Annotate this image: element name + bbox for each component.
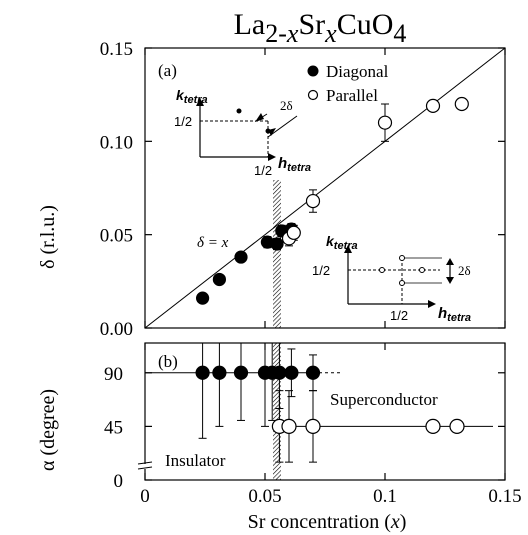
- a-point-diagonal-0: [196, 291, 210, 305]
- panel-a-y-ticks: 0.00 0.05 0.10 0.15: [100, 39, 505, 340]
- legend-marker-diagonal: [307, 65, 319, 77]
- a-point-parallel-2: [305, 193, 321, 209]
- legend: Diagonal Parallel: [307, 62, 389, 105]
- svg-text:1/2: 1/2: [174, 114, 192, 129]
- region-label-insulator: Insulator: [165, 451, 226, 470]
- panel-a-ylabel: δ (r.l.u.): [37, 205, 59, 269]
- b-point-parallel-4: [449, 418, 465, 434]
- svg-text:2δ: 2δ: [458, 263, 471, 278]
- x-tick-label-2: 0.1: [373, 486, 397, 507]
- chart-title: La2-xSrxCuO4: [234, 8, 407, 48]
- svg-text:1/2: 1/2: [254, 163, 272, 178]
- panel-a-hatched-boundary: [273, 180, 281, 328]
- panel-b-hatched-boundary: [273, 343, 281, 480]
- b-point-parallel-3: [425, 418, 441, 434]
- panel-a-frame: [144, 47, 506, 329]
- panel-b-series-lines: [145, 372, 493, 427]
- svg-text:htetra: htetra: [278, 155, 311, 174]
- legend-label-diagonal: Diagonal: [326, 62, 389, 81]
- panel-b-label: (b): [158, 352, 178, 371]
- x-axis-label: Sr concentration (x): [248, 511, 407, 533]
- svg-text:1/2: 1/2: [390, 308, 408, 323]
- hatched-boundary-a: [273, 180, 281, 328]
- panel-b-frame: [144, 342, 506, 481]
- b-point-parallel-1: [281, 418, 297, 434]
- b-point-diagonal-6: [284, 365, 299, 380]
- a-point-parallel-5: [454, 96, 469, 112]
- svg-text:1/2: 1/2: [312, 263, 330, 278]
- svg-text:htetra: htetra: [438, 305, 471, 324]
- panel-b-y-ticks: 0 45 90: [104, 364, 505, 492]
- legend-label-parallel: Parallel: [326, 86, 378, 105]
- inset-diagonal-geometry: ktetra 1/2 1/2 htetra 2δ: [174, 87, 311, 178]
- svg-text:ktetra: ktetra: [326, 233, 358, 252]
- a-point-parallel-4: [425, 98, 441, 113]
- x-tick-label-1: 0.05: [248, 486, 281, 507]
- arrow-right-icon: [428, 300, 436, 308]
- arrow-right-icon: [268, 153, 276, 161]
- axis-break-mark: [137, 461, 153, 470]
- inset-parallel-geometry: ktetra 1/2 1/2 htetra 2δ: [312, 233, 471, 324]
- panel-a-x-ticks: [144, 48, 506, 328]
- panel-b-ylabel: α (degree): [37, 389, 59, 471]
- panel-b-points: [195, 365, 465, 434]
- a-point-diagonal-2: [234, 250, 248, 264]
- x-tick-label-0: 0: [140, 486, 150, 507]
- b-ytick-label-0: 0: [114, 471, 124, 492]
- a-ytick-label-0: 0.00: [100, 319, 133, 340]
- a-ytick-label-2: 0.10: [100, 132, 133, 153]
- arrow-up-icon: [196, 98, 204, 106]
- b-point-diagonal-0: [195, 365, 210, 380]
- panel-b-error-bars: [198, 343, 317, 463]
- x-tick-label-3: 0.15: [488, 486, 521, 507]
- arrow-up-icon: [344, 245, 352, 253]
- panel-a-reference-line: [145, 48, 505, 328]
- b-ytick-label-1: 45: [104, 417, 123, 438]
- panel-a-label: (a): [158, 61, 177, 80]
- x-tick-labels: 0 0.05 0.1 0.15: [140, 486, 521, 507]
- b-point-diagonal-1: [212, 365, 227, 380]
- b-point-diagonal-2: [233, 365, 249, 380]
- a-point-parallel-1: [286, 225, 301, 240]
- region-label-superconductor: Superconductor: [330, 390, 438, 409]
- svg-text:ktetra: ktetra: [176, 87, 208, 106]
- reference-line-label: δ = x: [197, 235, 229, 251]
- panel-a: 0.00 0.05 0.10 0.15 (a) δ (r.l.u.) δ = x Di…: [37, 39, 506, 340]
- a-ytick-label-1: 0.05: [100, 226, 133, 247]
- a-point-diagonal-4: [270, 237, 284, 251]
- b-point-parallel-2: [305, 418, 321, 434]
- b-point-diagonal-7: [305, 365, 321, 380]
- b-point-diagonal-5: [272, 365, 287, 380]
- panel-b: 0 45 90 0 0.05 0.1 0.15 (b) α (degree) Superc…: [37, 342, 522, 533]
- a-point-diagonal-1: [212, 272, 226, 287]
- hatched-boundary-b: [273, 343, 281, 480]
- a-point-parallel-3: [377, 115, 393, 130]
- legend-marker-parallel: [307, 89, 319, 101]
- panel-a-points: [196, 96, 469, 305]
- b-ytick-label-2: 90: [104, 364, 123, 385]
- a-ytick-label-3: 0.15: [100, 39, 133, 60]
- svg-text:2δ: 2δ: [280, 98, 293, 113]
- delta-equals-x-line: [145, 48, 505, 328]
